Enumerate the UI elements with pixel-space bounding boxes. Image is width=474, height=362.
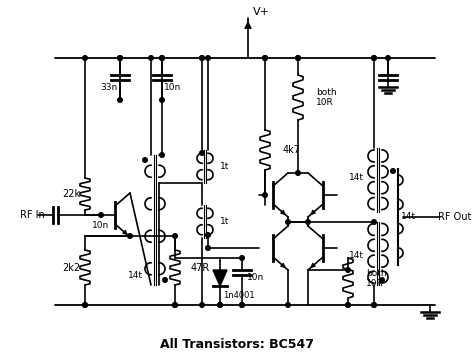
Circle shape xyxy=(372,56,376,60)
Text: 14t: 14t xyxy=(348,251,364,260)
Text: 22k: 22k xyxy=(62,189,80,199)
Polygon shape xyxy=(213,270,227,286)
Text: 14t: 14t xyxy=(128,270,143,279)
Circle shape xyxy=(128,234,132,238)
Circle shape xyxy=(372,220,376,224)
Text: 14t: 14t xyxy=(401,212,416,221)
Circle shape xyxy=(372,303,376,307)
Circle shape xyxy=(286,220,290,224)
Circle shape xyxy=(240,303,244,307)
Circle shape xyxy=(82,56,87,60)
Text: 10R: 10R xyxy=(316,98,334,107)
Text: 1t: 1t xyxy=(220,162,229,171)
Circle shape xyxy=(118,98,122,102)
Circle shape xyxy=(160,98,164,102)
Circle shape xyxy=(200,56,204,60)
Circle shape xyxy=(240,303,244,307)
Circle shape xyxy=(263,193,267,197)
Circle shape xyxy=(143,158,147,162)
Circle shape xyxy=(240,256,244,260)
Circle shape xyxy=(160,153,164,157)
Circle shape xyxy=(200,56,204,60)
Circle shape xyxy=(173,303,177,307)
Circle shape xyxy=(118,56,122,60)
Circle shape xyxy=(372,303,376,307)
Circle shape xyxy=(173,303,177,307)
Circle shape xyxy=(386,56,390,60)
Circle shape xyxy=(296,56,301,60)
Circle shape xyxy=(346,303,350,307)
Text: 14t: 14t xyxy=(348,173,364,182)
Circle shape xyxy=(206,56,210,60)
Circle shape xyxy=(346,303,350,307)
Circle shape xyxy=(263,56,267,60)
Text: 47R: 47R xyxy=(191,263,210,273)
Text: All Transistors: BC547: All Transistors: BC547 xyxy=(160,338,314,352)
Text: 10R: 10R xyxy=(366,278,384,287)
Circle shape xyxy=(206,246,210,250)
Circle shape xyxy=(346,268,350,272)
Text: 2k2: 2k2 xyxy=(62,263,80,273)
Circle shape xyxy=(200,151,204,155)
Circle shape xyxy=(206,233,210,237)
Text: 33n: 33n xyxy=(101,84,118,93)
Text: 1n4001: 1n4001 xyxy=(223,291,255,300)
Text: 10n: 10n xyxy=(92,220,109,230)
Circle shape xyxy=(82,303,87,307)
Circle shape xyxy=(286,303,290,307)
Circle shape xyxy=(149,56,153,60)
Text: both: both xyxy=(316,88,337,97)
Circle shape xyxy=(263,56,267,60)
Text: 4k7: 4k7 xyxy=(283,145,301,155)
Circle shape xyxy=(372,56,376,60)
Text: V+: V+ xyxy=(253,7,270,17)
Circle shape xyxy=(296,56,301,60)
Circle shape xyxy=(306,220,310,224)
Circle shape xyxy=(173,234,177,238)
Circle shape xyxy=(296,171,301,175)
Text: RF Out: RF Out xyxy=(438,211,472,222)
Circle shape xyxy=(160,56,164,60)
Circle shape xyxy=(118,56,122,60)
Circle shape xyxy=(218,303,222,307)
Text: RF In: RF In xyxy=(20,210,45,220)
Circle shape xyxy=(380,278,384,282)
Text: 10n: 10n xyxy=(247,273,264,282)
Circle shape xyxy=(218,303,222,307)
Circle shape xyxy=(163,278,167,282)
Circle shape xyxy=(200,303,204,307)
Text: both: both xyxy=(366,269,387,278)
Circle shape xyxy=(82,303,87,307)
Circle shape xyxy=(160,56,164,60)
Text: 10n: 10n xyxy=(164,84,181,93)
Circle shape xyxy=(391,169,395,173)
Circle shape xyxy=(99,213,103,217)
Text: 1t: 1t xyxy=(220,217,229,226)
